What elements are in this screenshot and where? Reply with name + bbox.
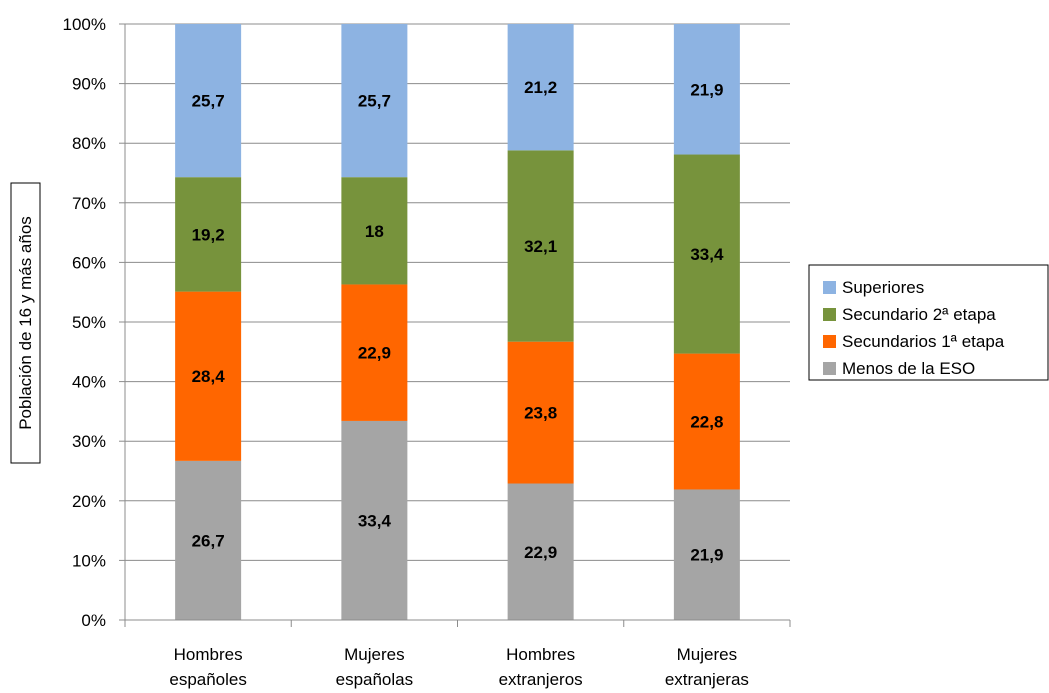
data-label: 22,9 xyxy=(524,543,557,562)
data-label: 19,2 xyxy=(192,225,225,244)
x-tick-label: Hombres xyxy=(506,645,575,664)
data-label: 22,9 xyxy=(358,344,391,363)
y-tick-label: 100% xyxy=(63,15,106,34)
x-tick-label: Mujeres xyxy=(677,645,737,664)
legend-swatch xyxy=(823,335,836,348)
bar-segment xyxy=(673,353,740,490)
y-axis-title-box: Población de 16 y más años xyxy=(10,182,41,464)
data-label: 28,4 xyxy=(192,367,226,386)
bar-segment xyxy=(507,150,574,342)
x-tick-label: españoles xyxy=(169,670,247,689)
data-label: 18 xyxy=(365,222,384,241)
y-tick-label: 80% xyxy=(72,134,106,153)
bar-segment xyxy=(175,460,242,620)
y-axis-title-frame xyxy=(10,182,41,464)
data-label: 23,8 xyxy=(524,404,557,423)
data-label: 21,9 xyxy=(690,546,723,565)
data-label: 25,7 xyxy=(358,92,391,111)
bar-segment xyxy=(673,24,740,155)
bar-segment xyxy=(673,489,740,620)
bar-segment xyxy=(673,154,740,354)
data-label: 32,1 xyxy=(524,237,557,256)
y-tick-label: 50% xyxy=(72,313,106,332)
bar-segment xyxy=(341,24,408,178)
y-tick-label: 90% xyxy=(72,75,106,94)
bar-segment xyxy=(341,284,408,421)
bar-segment xyxy=(507,24,574,151)
y-axis-title: Población de 16 y más años xyxy=(16,216,35,430)
y-tick-label: 60% xyxy=(72,253,106,272)
legend: Superiores Secundario 2ª etapa Secundarios… xyxy=(808,264,1049,381)
x-tick-label: Mujeres xyxy=(344,645,404,664)
y-tick-label: 20% xyxy=(72,492,106,511)
bar-segment xyxy=(175,177,242,292)
y-tick-label: 40% xyxy=(72,373,106,392)
data-label: 21,9 xyxy=(690,80,723,99)
data-label: 22,8 xyxy=(690,413,723,432)
bar-segment xyxy=(507,341,574,484)
y-axis-ticks: 0% 10% 20% 30% 40% 50% 60% 70% 80% 90% 100% xyxy=(63,15,125,630)
data-label: 33,4 xyxy=(690,245,724,264)
bar-segment xyxy=(175,24,242,178)
legend-label: Superiores xyxy=(842,278,924,297)
y-tick-label: 0% xyxy=(81,611,106,630)
data-label: 26,7 xyxy=(192,531,225,550)
x-tick-label: Hombres xyxy=(174,645,243,664)
data-label: 33,4 xyxy=(358,511,392,530)
y-tick-label: 30% xyxy=(72,432,106,451)
bars: 26,7 28,4 19,2 25,7 33,4 22,9 18 25,7 22,9 23,8 32… xyxy=(175,24,740,620)
legend-label: Secundarios 1ª etapa xyxy=(842,332,1005,351)
x-tick-label: extranjeras xyxy=(665,670,749,689)
legend-label: Secundario 2ª etapa xyxy=(842,305,996,324)
y-tick-label: 70% xyxy=(72,194,106,213)
bar-segment xyxy=(507,483,574,620)
y-tick-label: 10% xyxy=(72,551,106,570)
legend-frame xyxy=(808,264,1049,381)
data-label: 21,2 xyxy=(524,78,557,97)
x-axis: Hombres españoles Mujeres españolas Hombres e… xyxy=(124,24,791,689)
bar-segment xyxy=(341,420,408,620)
legend-swatch xyxy=(823,308,836,321)
bar-segment xyxy=(175,291,242,461)
data-label: 25,7 xyxy=(192,92,225,111)
x-tick-label: extranjeros xyxy=(499,670,583,689)
legend-swatch xyxy=(823,362,836,375)
bar-segment xyxy=(341,177,408,285)
legend-label: Menos de la ESO xyxy=(842,359,975,378)
x-tick-label: españolas xyxy=(336,670,414,689)
legend-swatch xyxy=(823,281,836,294)
